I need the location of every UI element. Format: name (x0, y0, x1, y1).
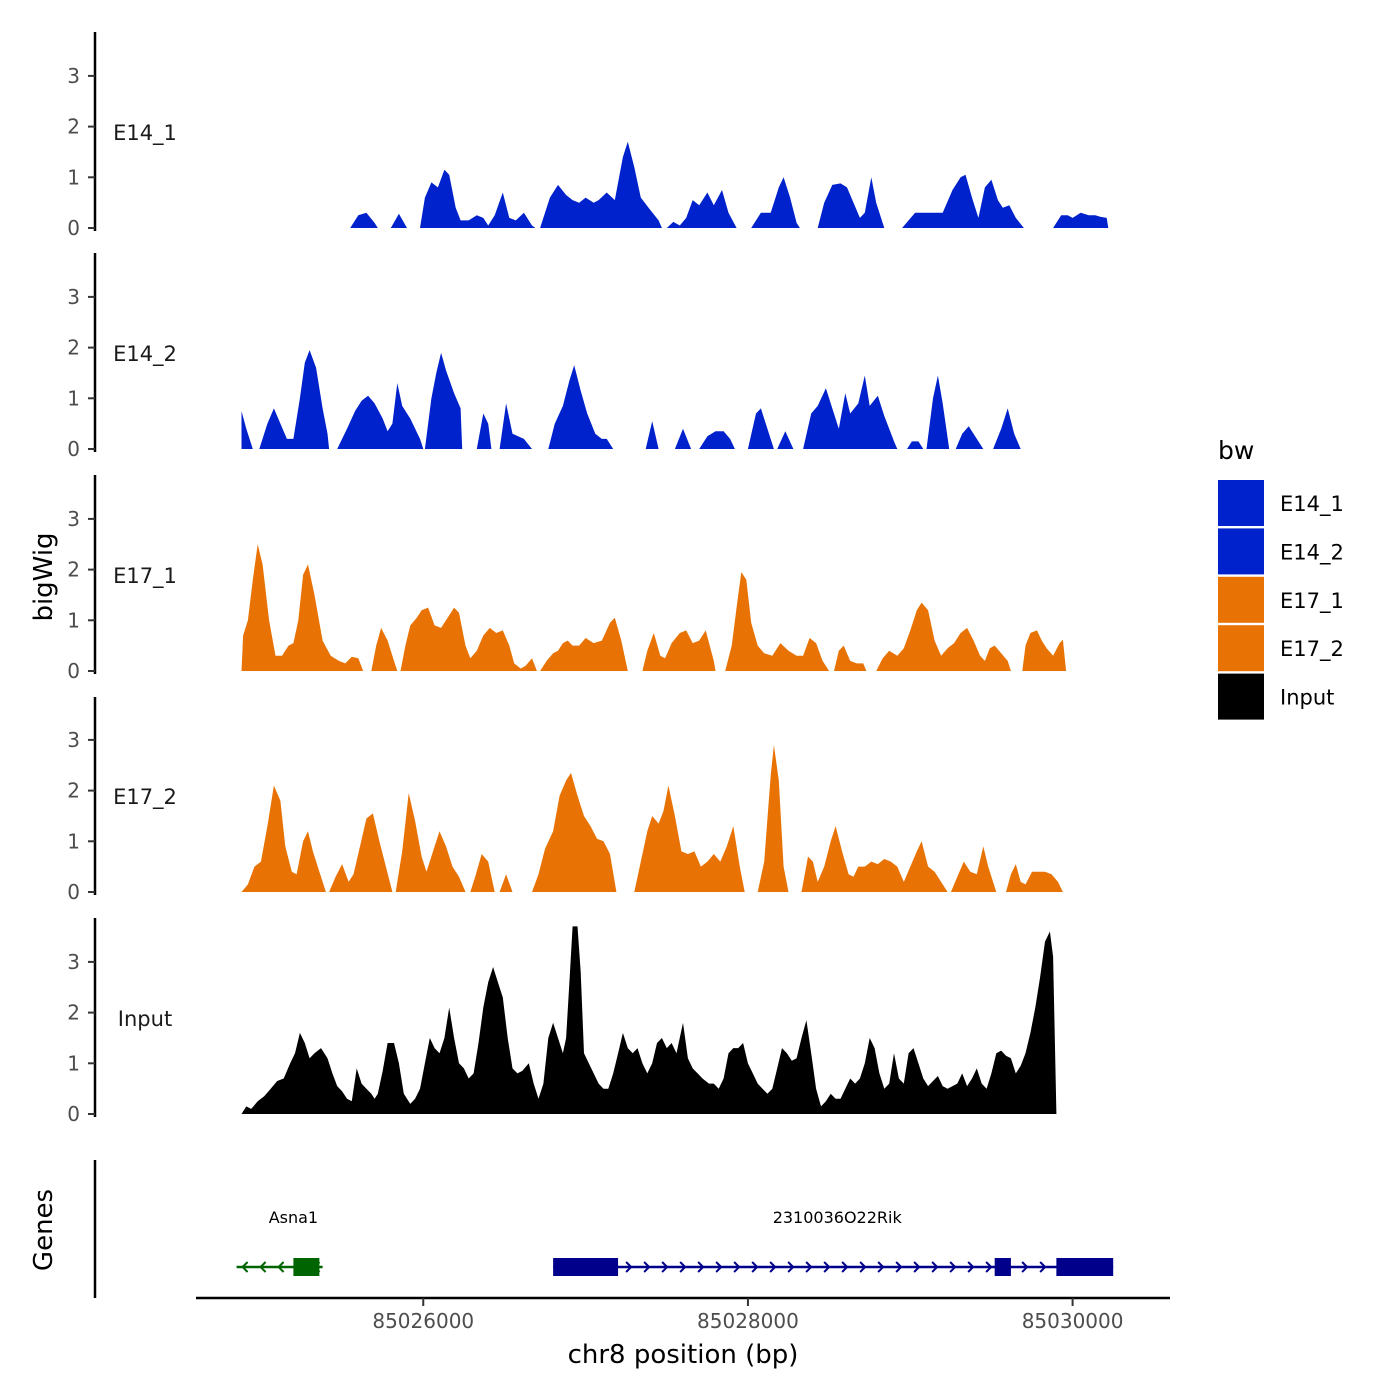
strand-arrow (259, 1261, 267, 1273)
x-axis: 85026000 85028000 85030000 (196, 1296, 1170, 1333)
area-e14-2 (241, 350, 1021, 449)
y-tick-label: 2 (67, 558, 80, 582)
track-input: 0 1 2 3 Input (67, 918, 1057, 1126)
y-tick-label: 1 (67, 608, 80, 632)
legend-label: E14_2 (1280, 540, 1344, 565)
legend-swatch (1218, 673, 1264, 720)
strand-arrow (895, 1261, 903, 1273)
legend: bw E14_1 E14_2 E17_1 E17_2 Input (1218, 436, 1344, 720)
legend-item-e14-1: E14_1 (1218, 480, 1344, 526)
y-tick-label: 1 (67, 386, 80, 410)
x-tick-label: 85026000 (372, 1309, 474, 1333)
track-label: E17_2 (113, 785, 177, 810)
gene-exon (1056, 1258, 1114, 1276)
track-label: E14_1 (113, 121, 177, 146)
y-tick-label: 0 (67, 216, 80, 240)
strand-arrow (751, 1261, 759, 1273)
y-tick-label: 2 (67, 115, 80, 139)
strand-arrow (679, 1261, 687, 1273)
strand-arrow (877, 1261, 885, 1273)
y-tick-label: 2 (67, 1001, 80, 1025)
strand-arrow (823, 1261, 831, 1273)
gene-exon (293, 1258, 320, 1276)
legend-label: E17_2 (1280, 637, 1344, 662)
strand-arrow (859, 1261, 867, 1273)
y-tick-label: 0 (67, 437, 80, 461)
legend-title: bw (1218, 436, 1254, 465)
track-label: Input (118, 1007, 172, 1031)
gene-label: 2310036O22Rik (773, 1208, 903, 1227)
x-tick-label: 85030000 (1022, 1309, 1124, 1333)
strand-arrow (697, 1261, 705, 1273)
strand-arrow (1039, 1261, 1047, 1273)
legend-swatch (1218, 480, 1264, 526)
track-e17-2: 0 1 2 3 E17_2 (67, 697, 1063, 904)
strand-arrow (625, 1261, 633, 1273)
legend-item-e14-2: E14_2 (1218, 528, 1344, 575)
y-tick-label: 0 (67, 659, 80, 683)
y-tick-label: 2 (67, 779, 80, 803)
track-e14-1: 0 1 2 3 E14_1 (67, 32, 1109, 240)
area-input (241, 926, 1057, 1114)
strand-arrow (1021, 1261, 1029, 1273)
legend-item-e17-2: E17_2 (1218, 625, 1344, 672)
legend-item-e17-1: E17_1 (1218, 576, 1344, 623)
gene-label: Asna1 (269, 1208, 318, 1227)
genes-axis-title: Genes (29, 1189, 59, 1271)
area-e14-1 (350, 141, 1109, 228)
gene-exon (553, 1258, 619, 1276)
legend-item-input: Input (1218, 673, 1334, 720)
legend-label: E14_1 (1280, 492, 1344, 517)
legend-swatch (1218, 625, 1264, 672)
strand-arrow (715, 1261, 723, 1273)
track-label: E14_2 (113, 342, 177, 367)
x-tick-label: 85028000 (697, 1309, 799, 1333)
y-tick-label: 1 (67, 1051, 80, 1075)
strand-arrow (985, 1261, 993, 1273)
area-e17-2 (241, 745, 1063, 892)
strand-arrow (661, 1261, 669, 1273)
x-axis-title: chr8 position (bp) (568, 1340, 799, 1370)
y-tick-label: 3 (67, 64, 80, 88)
gene-exon (994, 1258, 1011, 1276)
gene-2310036o22rik: 2310036O22Rik (553, 1208, 1114, 1276)
strand-arrow (913, 1261, 921, 1273)
y-axis-title: bigWig (29, 532, 59, 621)
strand-arrow (805, 1261, 813, 1273)
track-label: E17_1 (113, 564, 177, 589)
strand-arrow (841, 1261, 849, 1273)
genes-layer: Asna1 2310036O22Rik (93, 1160, 1114, 1298)
strand-arrow (967, 1261, 975, 1273)
area-e17-1 (241, 544, 1067, 671)
y-tick-label: 2 (67, 336, 80, 360)
y-tick-label: 1 (67, 829, 80, 853)
y-tick-label: 3 (67, 728, 80, 752)
y-tick-label: 1 (67, 165, 80, 189)
track-e17-1: 0 1 2 3 E17_1 (67, 475, 1067, 683)
strand-arrow (643, 1261, 651, 1273)
y-tick-label: 0 (67, 880, 80, 904)
strand-arrow (733, 1261, 741, 1273)
y-tick-label: 3 (67, 285, 80, 309)
tracks-layer: 0 1 2 3 E14_1 0 1 2 3 E14_2 0 1 2 3 E17_1 0 1 2 3 E17_2 0 1 2 3… (67, 32, 1109, 1126)
track-e14-2: 0 1 2 3 E14_2 (67, 253, 1021, 461)
gene-asna1: Asna1 (236, 1208, 323, 1276)
legend-label: E17_1 (1280, 589, 1344, 614)
strand-arrow (277, 1261, 285, 1273)
legend-swatch (1218, 576, 1264, 623)
y-tick-label: 3 (67, 507, 80, 531)
strand-arrow (931, 1261, 939, 1273)
strand-arrow (769, 1261, 777, 1273)
strand-arrow (787, 1261, 795, 1273)
strand-arrow (949, 1261, 957, 1273)
strand-arrow (241, 1261, 249, 1273)
y-tick-label: 3 (67, 950, 80, 974)
y-tick-label: 0 (67, 1102, 80, 1126)
legend-label: Input (1280, 686, 1334, 710)
legend-swatch (1218, 528, 1264, 575)
